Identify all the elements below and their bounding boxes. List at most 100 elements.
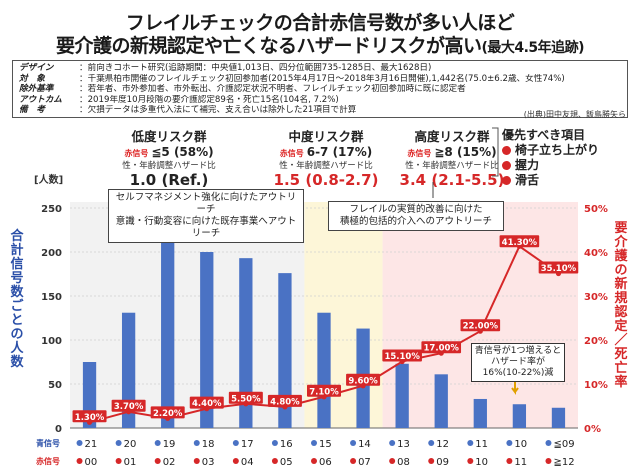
rate-label-box — [267, 394, 302, 407]
info-key: アウトカム — [19, 94, 62, 105]
bar — [395, 363, 409, 428]
rate-label-box — [189, 396, 224, 409]
bar — [239, 258, 253, 428]
priority-heading: 優先すべき項目 — [502, 128, 586, 142]
right-axis-label: 要介護の新規認定／死亡率 — [614, 221, 628, 390]
red-signal-icon — [115, 458, 122, 464]
left-axis-unit: [人数] — [34, 175, 64, 186]
red-tick-label: ≧12 — [553, 457, 574, 468]
rate-label: 17.00% — [424, 344, 460, 354]
red-signal-icon — [389, 458, 396, 464]
rate-label: 7.10% — [309, 387, 339, 397]
rate-label-box — [499, 235, 540, 248]
title-line2-text: 要介護の新規認定や亡くなるハザードリスクが高い — [55, 35, 482, 57]
blue-tick-label: 10 — [514, 439, 527, 450]
risk-group-count: ≦5 (58%) — [151, 145, 214, 159]
risk-group-high: 高度リスク群 赤信号 ≧8 (15%) 性・年齢調整ハザード比 3.4 (2.1-… — [382, 126, 522, 189]
red-tick-label: 08 — [397, 457, 410, 468]
left-tick-label: 100 — [41, 336, 62, 347]
study-info-box: デザイン ：前向きコホート研究(追跡期間：中央値1,013日、四分位範囲735-1… — [12, 60, 628, 118]
left-tick-label: 250 — [41, 204, 62, 215]
red-signal-tag: 赤信号 — [407, 149, 432, 158]
rate-label-box — [382, 349, 422, 362]
risk-group-count: ≧8 (15%) — [434, 145, 497, 159]
rate-label: 15.10% — [384, 352, 420, 362]
blue-tick-label: 17 — [241, 439, 254, 450]
blue-tick-label: 13 — [397, 439, 410, 450]
priority-item-label: 握力 — [515, 158, 540, 172]
title-line1: フレイルチェックの合計赤信号数が多い人ほど — [125, 12, 515, 34]
info-value: ：前向きコホート研究(追跡期間：中央値1,013日、四分位範囲735-1285日… — [79, 63, 432, 73]
priority-items: 優先すべき項目 椅子立ち上がり 握力 滑舌 — [502, 126, 632, 188]
info-key: 対 象 — [19, 73, 45, 84]
rate-label: 22.00% — [463, 322, 499, 332]
red-tick-label: 05 — [280, 457, 293, 468]
callout-mid-high-risk: フレイルの実質的改善に向けた 積極的包括的介入へのアウトリーチ — [328, 201, 504, 231]
priority-bracket — [492, 127, 499, 177]
risk-group-name: 中度リスク群 — [288, 129, 364, 144]
risk-group-name: 低度リスク群 — [131, 129, 207, 144]
risk-group-mid: 中度リスク群 赤信号 6-7 (17%) 性・年齢調整ハザード比 1.5 (0.8… — [256, 126, 396, 189]
blue-signal-icon — [154, 440, 161, 446]
blue-tick-label: 15 — [319, 439, 332, 450]
info-key: 備 考 — [19, 105, 45, 116]
rate-label-box — [228, 391, 263, 404]
hazard-label: 性・年齢調整ハザード比 — [279, 161, 373, 171]
bar — [512, 404, 527, 428]
info-value: ：欠損データは多重代入法にて補完、支え合いは除外した21項目で計算 — [79, 105, 357, 116]
rate-label: 5.50% — [231, 394, 261, 404]
right-tick-label: 20% — [584, 336, 608, 347]
blue-tick-label: 16 — [280, 439, 293, 450]
priority-item-label: 椅子立ち上がり — [515, 143, 600, 157]
blue-signal-icon — [545, 440, 552, 446]
hazard-label: 性・年齢調整ハザード比 — [122, 161, 216, 171]
text-line: ハザード率が — [490, 357, 545, 367]
left-tick-label: 0 — [55, 424, 62, 435]
red-dot-icon — [502, 176, 511, 185]
info-key: 除外基準 — [19, 84, 54, 95]
rate-label: 9.60% — [348, 376, 378, 386]
right-tick-label: 10% — [584, 380, 608, 391]
text-line: フレイルの実質的改善に向けた — [349, 204, 483, 215]
text-line: セルフマネジメント強化に向けたアウトリーチ — [115, 192, 297, 215]
left-tick-label: 200 — [41, 248, 62, 259]
blue-signal-icon — [311, 440, 317, 446]
bar — [278, 273, 292, 428]
blue-tick-label: 20 — [124, 439, 137, 450]
red-signal-icon — [506, 458, 513, 464]
blue-tick-label: 14 — [358, 439, 371, 450]
rate-label-box — [307, 384, 341, 397]
red-row-label: 赤信号 — [36, 456, 60, 466]
blue-signal-icon — [193, 440, 200, 446]
red-signal-icon — [311, 458, 317, 464]
red-tick-label: 00 — [85, 457, 98, 468]
right-tick-label: 30% — [584, 292, 608, 303]
red-tick-label: 04 — [241, 457, 254, 468]
note-blue-signal-effect: 青信号が1つ増えると ハザード率が 16%(10-22%)減 — [471, 343, 565, 382]
info-value: ：若年者、市外参加者、市外転出、介護認定状況不明者、フレイルチェック初回参加時に… — [79, 84, 466, 95]
blue-signal-icon — [506, 440, 513, 446]
bar — [434, 374, 448, 428]
blue-tick-label: 18 — [202, 439, 215, 450]
rate-label-box — [111, 399, 146, 412]
red-signal-tag: 赤信号 — [124, 149, 149, 158]
bar — [473, 398, 487, 428]
rate-label: 2.20% — [153, 409, 183, 419]
red-dot-icon — [502, 161, 511, 170]
red-signal-icon — [154, 458, 161, 464]
red-signal-tag: 赤信号 — [279, 149, 304, 158]
bar — [551, 407, 566, 428]
note-arrow-icon — [511, 378, 519, 395]
red-tick-label: 10 — [475, 457, 488, 468]
risk-group-count-row: 赤信号 6-7 (17%) — [256, 145, 396, 159]
red-tick-label: 11 — [514, 457, 527, 468]
source-credit: (出典)田中友規、飯島勝矢ら — [523, 110, 626, 119]
blue-tick-label: 11 — [475, 439, 488, 450]
rate-label: 3.70% — [114, 402, 144, 412]
red-tick-label: 03 — [202, 457, 215, 468]
title-line2: 要介護の新規認定や亡くなるハザードリスクが高い(最大4.5年追跡) — [0, 31, 640, 58]
right-tick-label: 0% — [584, 424, 601, 435]
info-row-outcome: アウトカム ：2019年度10月段階の要介護認定89名・死亡15名(104名, 7… — [19, 95, 621, 106]
priority-item: 椅子立ち上がり — [502, 143, 632, 158]
